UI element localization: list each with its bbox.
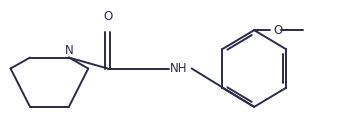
Text: O: O: [103, 10, 112, 23]
Text: NH: NH: [169, 62, 187, 75]
Text: N: N: [65, 44, 73, 57]
Text: O: O: [274, 24, 283, 37]
